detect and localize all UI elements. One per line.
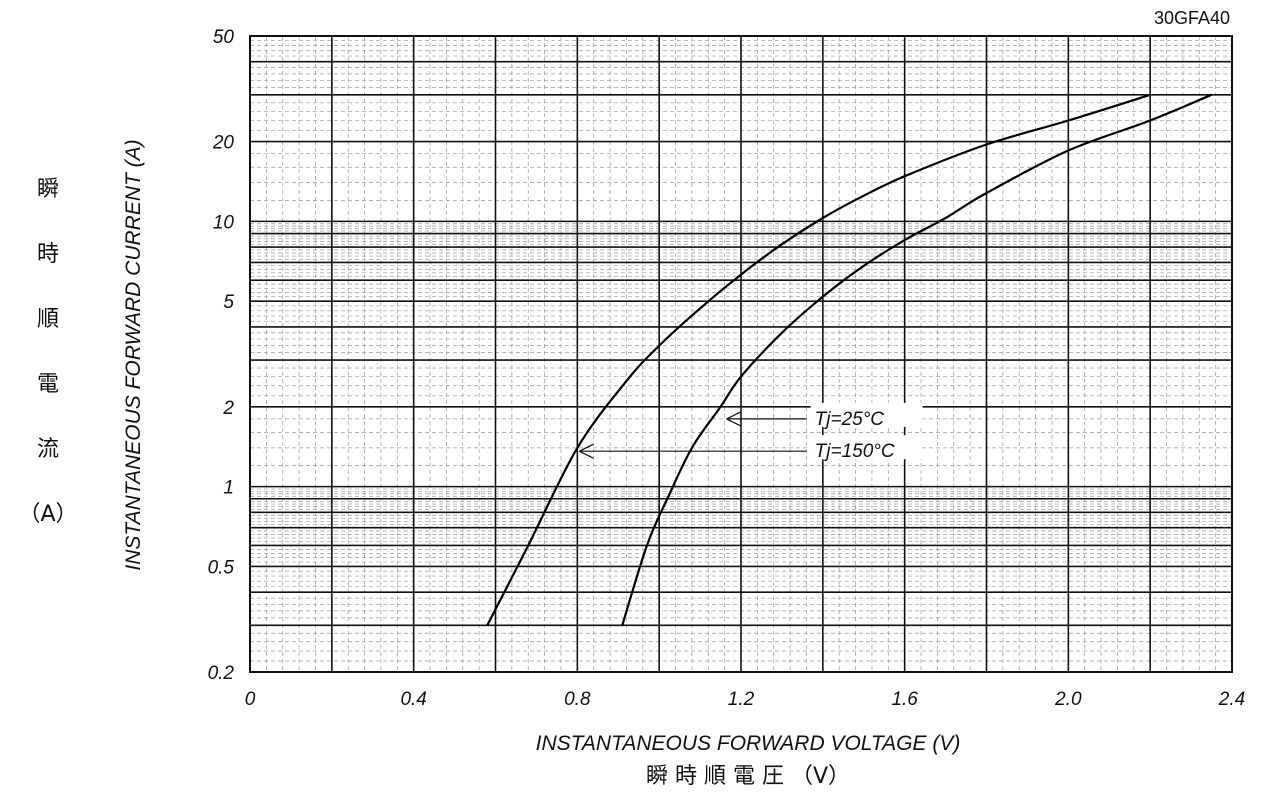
x-tick-label: 1.2 — [728, 689, 755, 710]
y-tick-label: 10 — [213, 212, 235, 233]
annotation-label: Tj=150°C — [815, 441, 895, 462]
plot-frame — [249, 35, 1233, 673]
y-tick-label: 1 — [223, 478, 234, 499]
annotation-bg — [810, 402, 923, 427]
y-axis-title-jp-char: 電 — [37, 372, 59, 397]
x-tick-labels: 0 0.4 0.8 1.2 1.6 2.0 2.4 — [245, 689, 1246, 710]
y-tick-label: 20 — [212, 133, 235, 154]
y-tick-labels: 50 20 10 5 2 1 0.5 0.2 — [208, 27, 235, 684]
y-tick-label: 50 — [213, 27, 235, 48]
y-axis-title-jp-char: （A） — [18, 502, 77, 527]
y-tick-label: 5 — [223, 292, 234, 313]
series-line-tj-25-c — [621, 93, 1212, 626]
annotation-bg — [810, 435, 923, 460]
annotation-arrow — [726, 418, 741, 427]
x-axis-title: INSTANTANEOUS FORWARD VOLTAGE (V) — [536, 732, 961, 755]
x-tick-label: 0.4 — [400, 689, 426, 710]
annotation-arrow — [726, 411, 741, 420]
annotation-arrow — [579, 443, 594, 452]
x-axis-title-jp: 瞬 時 順 電 圧 （V） — [646, 764, 850, 789]
y-tick-label: 0.5 — [208, 557, 235, 578]
y-axis-title-jp-char: 瞬 — [37, 177, 59, 202]
curves — [486, 93, 1212, 626]
y-axis-title: INSTANTANEOUS FORWARD CURRENT (A) — [122, 139, 145, 570]
annotation-label: Tj=25°C — [815, 409, 885, 430]
model-number: 30GFA40 — [1154, 8, 1230, 28]
x-tick-label: 0.8 — [564, 689, 591, 710]
y-axis-title-jp-char: 時 — [37, 242, 59, 267]
y-tick-label: 2 — [222, 398, 234, 419]
annotation-arrow — [579, 450, 594, 459]
x-tick-label: 2.0 — [1054, 689, 1082, 710]
x-tick-label: 1.6 — [891, 689, 918, 710]
y-axis-title-jp-char: 順 — [37, 307, 59, 332]
series-line-tj-150-c — [486, 93, 1151, 626]
x-tick-label: 0 — [245, 689, 256, 710]
y-tick-label: 0.2 — [208, 663, 235, 684]
x-tick-label: 2.4 — [1218, 689, 1245, 710]
annotations: Tj=25°C Tj=150°C — [579, 402, 923, 462]
y-axis-title-jp-char: 流 — [37, 437, 59, 462]
